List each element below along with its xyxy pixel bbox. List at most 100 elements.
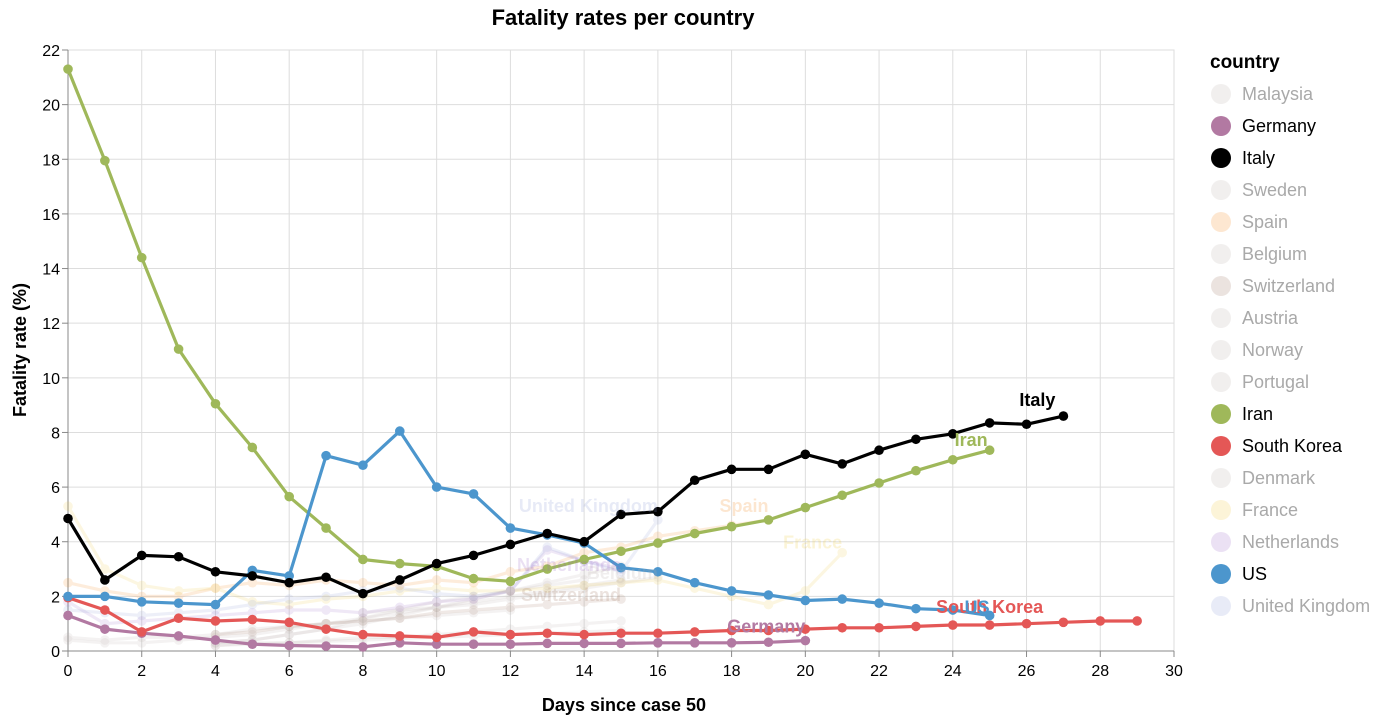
data-point-denmark bbox=[358, 618, 368, 629]
y-tick-label: 18 bbox=[42, 152, 60, 169]
data-point-belgium bbox=[468, 599, 479, 610]
data-point-belgium bbox=[542, 588, 553, 599]
x-tick-label: 28 bbox=[1091, 663, 1109, 680]
legend-label: Iran bbox=[1242, 404, 1273, 424]
legend-item-austria[interactable]: Austria bbox=[1211, 308, 1299, 328]
data-point-south-korea bbox=[579, 629, 589, 640]
data-point-netherlands bbox=[136, 616, 147, 626]
data-point-netherlands bbox=[284, 605, 295, 615]
data-point-iran bbox=[210, 398, 221, 409]
data-point-belgium bbox=[358, 607, 368, 618]
data-point-italy bbox=[948, 429, 958, 439]
legend-item-denmark[interactable]: Denmark bbox=[1211, 468, 1316, 488]
data-point-portugal bbox=[542, 580, 553, 591]
data-point-belgium bbox=[505, 594, 516, 604]
y-tick-label: 4 bbox=[51, 535, 60, 552]
data-point-iran bbox=[247, 442, 258, 453]
legend-item-belgium[interactable]: Belgium bbox=[1211, 244, 1307, 264]
data-point-denmark bbox=[395, 610, 405, 621]
legend-item-norway[interactable]: Norway bbox=[1211, 340, 1303, 360]
data-point-switzerland bbox=[431, 607, 442, 618]
data-point-iran bbox=[63, 64, 73, 74]
data-point-us bbox=[984, 610, 995, 621]
legend-item-united-kingdom[interactable]: United Kingdom bbox=[1211, 596, 1370, 616]
legend-item-netherlands[interactable]: Netherlands bbox=[1211, 532, 1339, 552]
data-point-france bbox=[63, 501, 73, 512]
data-point-sweden bbox=[505, 591, 516, 602]
series-label-belgium: Belgium bbox=[587, 563, 658, 583]
data-point-germany bbox=[689, 638, 700, 648]
data-point-malaysia bbox=[468, 607, 479, 618]
series-line-switzerland bbox=[215, 597, 622, 637]
legend[interactable]: country Malaysia Germany Italy Sweden Spain B… bbox=[1210, 52, 1370, 616]
legend-label: Portugal bbox=[1242, 372, 1309, 392]
data-point-italy bbox=[579, 536, 589, 547]
data-point-italy bbox=[689, 475, 700, 486]
y-tick-label: 12 bbox=[42, 316, 60, 333]
legend-item-spain[interactable]: Spain bbox=[1211, 212, 1288, 232]
data-point-germany bbox=[763, 637, 774, 648]
data-point-iran bbox=[395, 558, 405, 569]
data-point-south-korea bbox=[136, 627, 147, 637]
data-point-italy bbox=[321, 572, 331, 583]
data-point-south-korea bbox=[542, 628, 553, 639]
data-point-germany bbox=[63, 610, 73, 621]
data-point-france bbox=[100, 564, 110, 574]
legend-swatch bbox=[1211, 596, 1231, 616]
data-point-united-kingdom bbox=[136, 610, 147, 621]
legend-item-us[interactable]: US bbox=[1211, 564, 1267, 584]
y-tick-label: 14 bbox=[42, 262, 60, 279]
data-point-us bbox=[726, 586, 737, 596]
series-line-portugal bbox=[215, 578, 585, 645]
y-axis: 0 2 4 6 8 10 12 14 16 18 20 22 bbox=[42, 43, 69, 661]
data-point-spain bbox=[358, 577, 368, 588]
legend-item-iran[interactable]: Iran bbox=[1211, 404, 1273, 424]
data-point-portugal bbox=[431, 597, 442, 607]
legend-item-switzerland[interactable]: Switzerland bbox=[1211, 276, 1335, 296]
data-point-switzerland bbox=[542, 599, 553, 610]
legend-swatch bbox=[1211, 84, 1231, 104]
y-tick-label: 20 bbox=[42, 98, 60, 115]
legend-item-portugal[interactable]: Portugal bbox=[1211, 372, 1309, 392]
data-point-netherlands bbox=[542, 545, 553, 555]
x-tick-label: 12 bbox=[502, 663, 520, 680]
legend-item-malaysia[interactable]: Malaysia bbox=[1211, 84, 1314, 104]
x-tick-label: 18 bbox=[723, 663, 741, 680]
x-tick-label: 26 bbox=[1018, 663, 1036, 680]
data-point-sweden bbox=[579, 580, 589, 591]
x-tick-label: 14 bbox=[575, 663, 593, 680]
data-point-south-korea bbox=[505, 629, 516, 640]
data-point-netherlands bbox=[505, 586, 516, 596]
data-point-sweden bbox=[136, 638, 147, 648]
data-point-france bbox=[505, 586, 516, 596]
data-point-south-korea bbox=[247, 614, 258, 625]
series-label-france: France bbox=[783, 533, 842, 553]
data-point-south-korea bbox=[173, 613, 184, 624]
data-point-italy bbox=[874, 445, 884, 456]
data-point-italy bbox=[468, 550, 479, 561]
legend-item-italy[interactable]: Italy bbox=[1211, 148, 1275, 168]
data-point-france bbox=[173, 586, 184, 596]
series-label-switzerland: Switzerland bbox=[521, 585, 621, 605]
gridlines bbox=[67, 49, 1175, 652]
legend-item-france[interactable]: France bbox=[1211, 500, 1298, 520]
legend-label: Spain bbox=[1242, 212, 1288, 232]
data-point-france bbox=[431, 583, 442, 593]
data-point-switzerland bbox=[247, 627, 258, 637]
data-point-germany bbox=[542, 638, 553, 649]
data-point-germany bbox=[505, 639, 516, 649]
data-point-switzerland bbox=[616, 594, 626, 604]
data-point-italy bbox=[1021, 419, 1032, 430]
data-point-germany bbox=[321, 641, 331, 651]
legend-item-germany[interactable]: Germany bbox=[1211, 116, 1316, 136]
series-netherlands bbox=[63, 545, 626, 629]
data-point-france bbox=[653, 575, 663, 585]
data-point-italy bbox=[210, 566, 221, 577]
data-point-us bbox=[321, 450, 331, 461]
data-point-france bbox=[284, 599, 295, 610]
data-point-denmark bbox=[579, 569, 589, 580]
data-point-france bbox=[210, 583, 221, 593]
legend-item-sweden[interactable]: Sweden bbox=[1211, 180, 1307, 200]
data-point-france bbox=[542, 583, 553, 593]
legend-item-south-korea[interactable]: South Korea bbox=[1211, 436, 1343, 456]
